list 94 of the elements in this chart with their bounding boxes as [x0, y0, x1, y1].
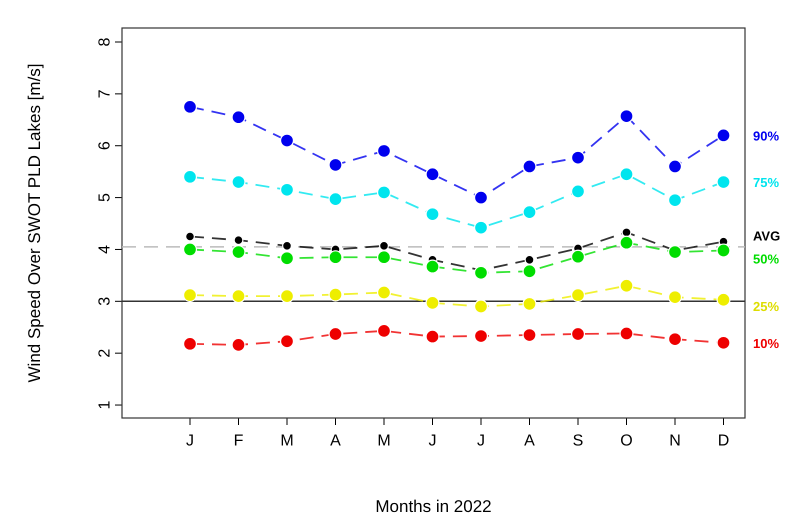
point — [182, 288, 198, 302]
point — [474, 190, 488, 205]
point — [231, 289, 246, 304]
series-label: 50% — [753, 251, 780, 266]
series-label: 10% — [753, 336, 780, 351]
point — [570, 326, 586, 342]
point — [619, 326, 634, 340]
point — [328, 158, 343, 172]
y-tick-label: 8 — [96, 37, 114, 46]
point — [425, 296, 440, 310]
series-label: 75% — [753, 175, 780, 190]
y-tick-label: 7 — [96, 89, 114, 98]
point — [231, 245, 246, 260]
point — [234, 235, 244, 246]
point — [280, 134, 294, 148]
point — [425, 167, 440, 182]
point — [379, 240, 389, 251]
point — [425, 330, 440, 344]
point — [328, 250, 343, 264]
point — [185, 232, 195, 242]
point — [668, 290, 682, 304]
y-tick-label: 5 — [96, 193, 114, 202]
point — [328, 326, 343, 342]
series-label: 25% — [753, 298, 780, 314]
y-tick-label: 3 — [96, 296, 114, 306]
point — [619, 109, 634, 124]
point — [376, 185, 392, 200]
series-label: 90% — [753, 128, 780, 144]
point — [522, 159, 537, 174]
point — [376, 250, 392, 264]
y-tick-label: 4 — [96, 244, 114, 254]
point — [522, 296, 537, 311]
x-tick-label: D — [718, 432, 730, 450]
point — [280, 334, 294, 348]
x-tick-label: J — [186, 432, 194, 450]
y-tick-label: 6 — [96, 141, 114, 150]
point — [570, 250, 586, 264]
point — [619, 236, 634, 250]
point — [668, 332, 682, 346]
x-tick-label: A — [330, 432, 342, 450]
x-tick-label: M — [377, 432, 391, 450]
point — [280, 289, 294, 304]
point — [376, 285, 392, 300]
x-axis-title: Months in 2022 — [375, 497, 492, 516]
point — [716, 292, 731, 307]
point — [570, 150, 586, 165]
point — [622, 227, 632, 238]
point — [524, 254, 534, 265]
y-axis-title: Wind Speed Over SWOT PLD Lakes [m/s] — [25, 63, 44, 383]
point — [231, 110, 246, 124]
point — [570, 288, 586, 302]
point — [716, 243, 731, 258]
x-tick-label: N — [669, 432, 681, 450]
x-tick-label: J — [428, 432, 436, 450]
point — [619, 167, 634, 182]
point — [570, 184, 586, 198]
x-tick-label: O — [620, 432, 633, 450]
x-tick-label: M — [280, 432, 294, 450]
point — [474, 220, 488, 235]
point — [182, 100, 198, 114]
point — [716, 336, 731, 350]
point — [231, 175, 246, 190]
point — [328, 192, 343, 206]
point — [182, 242, 198, 256]
series-label: AVG — [753, 228, 780, 244]
point — [182, 336, 198, 351]
y-tick-label: 2 — [96, 348, 114, 358]
x-tick-label: S — [572, 432, 584, 450]
point — [231, 338, 246, 352]
point — [182, 170, 198, 184]
x-tick-label: J — [477, 432, 485, 450]
point — [282, 240, 292, 251]
point — [522, 264, 537, 278]
point — [425, 260, 440, 274]
point — [425, 207, 440, 222]
point — [668, 245, 682, 260]
point — [280, 251, 294, 266]
point — [522, 205, 537, 220]
point — [716, 175, 731, 190]
point — [474, 329, 488, 344]
point — [668, 193, 682, 208]
point — [328, 288, 343, 302]
y-tick-label: 1 — [96, 400, 114, 410]
point — [522, 328, 537, 342]
point — [474, 266, 488, 280]
point — [716, 128, 731, 142]
point — [474, 299, 488, 314]
point — [668, 159, 682, 174]
point — [376, 324, 392, 338]
x-tick-label: F — [234, 432, 244, 450]
x-tick-label: A — [524, 432, 536, 450]
point — [280, 182, 294, 197]
point — [376, 144, 392, 158]
point — [619, 278, 634, 293]
